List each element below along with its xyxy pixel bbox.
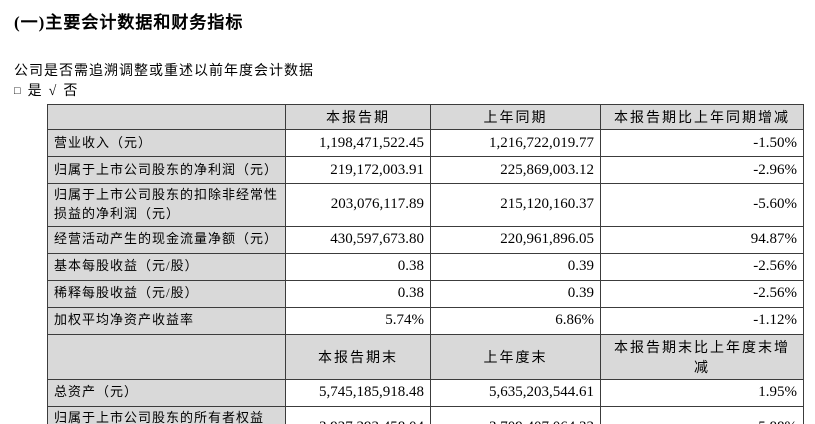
value-change: -2.56% — [600, 279, 804, 308]
table-row-basic-eps: 基本每股收益（元/股） 0.38 0.39 -2.56% — [47, 252, 804, 281]
checkbox-unchecked-icon: □ — [14, 85, 22, 97]
value-change: 94.87% — [600, 225, 804, 254]
value-prior: 5,635,203,544.61 — [430, 378, 601, 407]
table-row-net-profit-excl-nonrecurring: 归属于上市公司股东的扣除非经常性损益的净利润（元） 203,076,117.89… — [47, 183, 804, 227]
col-header-empty — [47, 104, 286, 130]
period-header-row: 本报告期 上年同期 本报告期比上年同期增减 — [47, 104, 804, 130]
table-row-weighted-avg-roe: 加权平均净资产收益率 5.74% 6.86% -1.12% — [47, 306, 804, 335]
check-mark-icon: √ — [48, 84, 58, 99]
value-change: -2.96% — [600, 156, 804, 184]
value-change: 1.95% — [600, 378, 804, 407]
col-header-prior-year-end: 上年度末 — [430, 333, 601, 380]
value-current: 0.38 — [285, 279, 431, 308]
row-label: 归属于上市公司股东的净利润（元） — [47, 156, 286, 184]
row-label: 归属于上市公司股东的扣除非经常性损益的净利润（元） — [47, 183, 286, 227]
restatement-options: □ 是 √ 否 — [14, 80, 84, 100]
value-change: -1.12% — [600, 306, 804, 335]
value-change: -1.50% — [600, 129, 804, 157]
value-current: 203,076,117.89 — [285, 183, 431, 227]
value-current: 0.38 — [285, 252, 431, 281]
value-prior: 3,709,407,064.33 — [430, 405, 601, 424]
option-yes-label: 是 — [27, 84, 43, 99]
value-prior: 0.39 — [430, 279, 601, 308]
value-change: -5.60% — [600, 183, 804, 227]
value-prior: 1,216,722,019.77 — [430, 129, 601, 157]
value-prior: 225,869,003.12 — [430, 156, 601, 184]
table-row-net-profit: 归属于上市公司股东的净利润（元） 219,172,003.91 225,869,… — [47, 156, 804, 184]
value-current: 5,745,185,918.48 — [285, 378, 431, 407]
col-header-prior-period: 上年同期 — [430, 104, 601, 130]
restatement-question: 公司是否需追溯调整或重述以前年度会计数据 — [14, 64, 314, 79]
period-end-header-row: 本报告期末 上年度末 本报告期末比上年度末增减 — [47, 333, 804, 380]
table-row-revenue: 营业收入（元） 1,198,471,522.45 1,216,722,019.7… — [47, 129, 804, 157]
table-row-total-assets: 总资产（元） 5,745,185,918.48 5,635,203,544.61… — [47, 378, 804, 407]
row-label: 归属于上市公司股东的所有者权益（元） — [47, 405, 286, 424]
value-current: 219,172,003.91 — [285, 156, 431, 184]
value-current: 3,927,393,458.04 — [285, 405, 431, 424]
value-current: 1,198,471,522.45 — [285, 129, 431, 157]
value-prior: 0.39 — [430, 252, 601, 281]
financial-indicators-table: 本报告期 上年同期 本报告期比上年同期增减 营业收入（元） 1,198,471,… — [47, 104, 804, 424]
row-label: 经营活动产生的现金流量净额（元） — [47, 225, 286, 254]
col-header-current-period: 本报告期 — [285, 104, 431, 130]
row-label: 营业收入（元） — [47, 129, 286, 157]
table-row-shareholders-equity: 归属于上市公司股东的所有者权益（元） 3,927,393,458.04 3,70… — [47, 405, 804, 424]
value-prior: 215,120,160.37 — [430, 183, 601, 227]
value-change: 5.88% — [600, 405, 804, 424]
row-label: 基本每股收益（元/股） — [47, 252, 286, 281]
col-header-period-change: 本报告期比上年同期增减 — [600, 104, 804, 130]
table-row-operating-cash-flow: 经营活动产生的现金流量净额（元） 430,597,673.80 220,961,… — [47, 225, 804, 254]
value-current: 5.74% — [285, 306, 431, 335]
value-current: 430,597,673.80 — [285, 225, 431, 254]
value-prior: 220,961,896.05 — [430, 225, 601, 254]
row-label: 总资产（元） — [47, 378, 286, 407]
row-label: 稀释每股收益（元/股） — [47, 279, 286, 308]
option-no-label: 否 — [63, 84, 79, 99]
col-header-current-period-end: 本报告期末 — [285, 333, 431, 380]
value-prior: 6.86% — [430, 306, 601, 335]
table-row-diluted-eps: 稀释每股收益（元/股） 0.38 0.39 -2.56% — [47, 279, 804, 308]
value-change: -2.56% — [600, 252, 804, 281]
section-title: (一)主要会计数据和财务指标 — [14, 13, 244, 32]
col-header-empty — [47, 333, 286, 380]
col-header-period-end-change: 本报告期末比上年度末增减 — [600, 333, 804, 380]
row-label: 加权平均净资产收益率 — [47, 306, 286, 335]
